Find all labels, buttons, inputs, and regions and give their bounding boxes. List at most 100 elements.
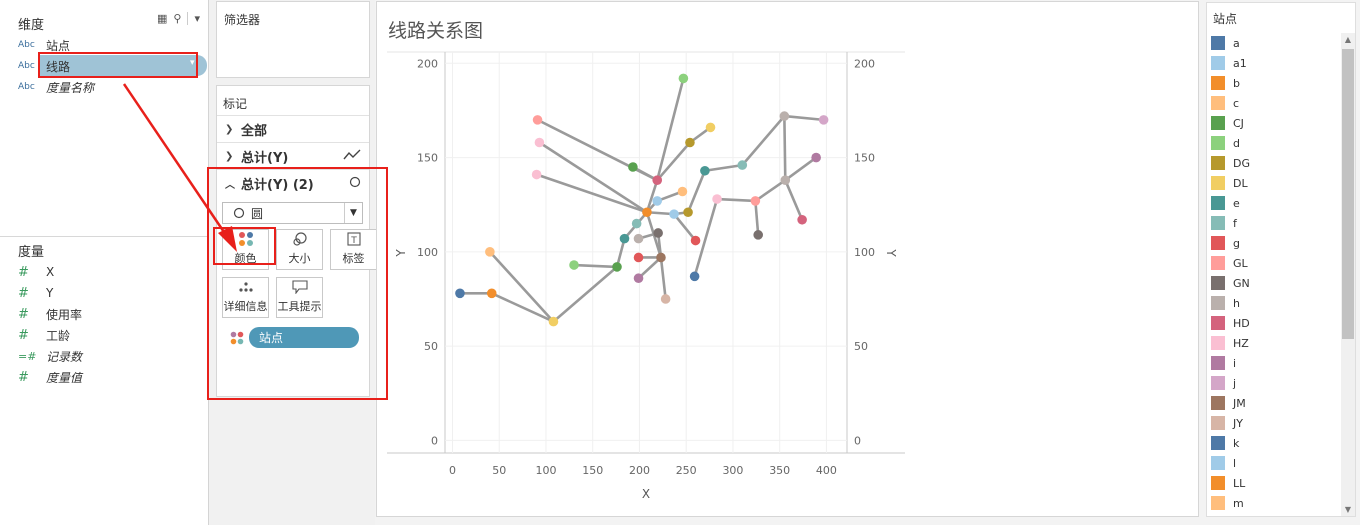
y-tick-label-right: 0 bbox=[854, 434, 861, 447]
measure-field-measure-values[interactable]: # 度量值 bbox=[18, 367, 208, 387]
label-button[interactable]: T 标签 bbox=[330, 229, 377, 270]
dimension-field-line[interactable]: Abc 线路 bbox=[18, 56, 208, 76]
measure-field-y[interactable]: # Y bbox=[18, 283, 208, 303]
legend-swatch bbox=[1211, 476, 1225, 490]
filters-shelf[interactable]: 筛选器 bbox=[216, 1, 370, 78]
legend-label: l bbox=[1233, 456, 1237, 470]
y-tick-label-right: 150 bbox=[854, 152, 875, 165]
legend-item[interactable]: HD bbox=[1211, 313, 1250, 333]
station-point bbox=[685, 137, 695, 148]
legend-item[interactable]: m bbox=[1211, 493, 1250, 513]
legend-swatch bbox=[1211, 496, 1225, 510]
station-point bbox=[712, 194, 722, 204]
field-name: 度量名称 bbox=[46, 80, 95, 95]
shelves-column: 筛选器 标记 ❯ 全部 ❯ 总计(Y) ︿ 总计(Y) (2) bbox=[209, 0, 377, 525]
legend-item[interactable]: f bbox=[1211, 213, 1250, 233]
scatter-line-chart[interactable]: 0 50 100 150 200 250 300 350 400 0 0 50 50 100 100 150 1… bbox=[377, 2, 1200, 516]
legend-item[interactable]: JY bbox=[1211, 413, 1250, 433]
legend-swatch bbox=[1211, 216, 1225, 230]
station-point bbox=[678, 73, 689, 84]
legend-swatch bbox=[1211, 196, 1225, 210]
legend-item[interactable]: DG bbox=[1211, 153, 1250, 173]
legend-item[interactable]: d bbox=[1211, 133, 1250, 153]
route-line bbox=[783, 114, 804, 222]
measure-field-usage[interactable]: # 使用率 bbox=[18, 304, 208, 324]
legend-item[interactable]: k bbox=[1211, 433, 1250, 453]
legend-item[interactable]: a1 bbox=[1211, 53, 1250, 73]
legend-item[interactable]: HZ bbox=[1211, 333, 1250, 353]
route-line bbox=[693, 197, 760, 278]
station-point bbox=[534, 137, 545, 148]
menu-dropdown-icon[interactable]: ▾ bbox=[187, 12, 200, 25]
marks-row-sum-y[interactable]: ❯ 总计(Y) bbox=[217, 142, 369, 169]
legend-label: c bbox=[1233, 96, 1240, 110]
selected-field-highlight bbox=[38, 55, 207, 76]
legend-item[interactable]: a bbox=[1211, 33, 1250, 53]
station-point bbox=[548, 316, 559, 327]
text-label-icon: T bbox=[346, 230, 361, 248]
tile-label: 详细信息 bbox=[223, 300, 268, 313]
legend-swatch bbox=[1211, 276, 1225, 290]
route-line bbox=[535, 173, 684, 214]
measure-field-record-count[interactable]: =# 记录数 bbox=[18, 346, 208, 366]
legend-label: b bbox=[1233, 76, 1240, 90]
list-view-icon[interactable]: ▦ bbox=[157, 12, 168, 25]
route-line bbox=[637, 231, 667, 301]
size-button[interactable]: 大小 bbox=[276, 229, 323, 270]
station-point bbox=[486, 288, 497, 299]
station-point bbox=[628, 162, 638, 172]
scroll-thumb[interactable] bbox=[1342, 49, 1354, 339]
dimension-field-measure-names[interactable]: Abc 度量名称 bbox=[18, 77, 208, 97]
marks-row-sum-y-2[interactable]: ︿ 总计(Y) (2) bbox=[217, 169, 369, 196]
legend-scrollbar[interactable]: ▲ ▼ bbox=[1341, 33, 1355, 516]
station-point bbox=[653, 228, 663, 238]
legend-label: i bbox=[1233, 356, 1237, 370]
y-tick-label-left: 100 bbox=[417, 246, 438, 259]
station-legend: 站点 a a1 b c CJ d DG DL e f g GL GN h HD HZ i j JM JY k l LL m ▲… bbox=[1206, 2, 1356, 517]
measure-field-x[interactable]: # X bbox=[18, 262, 208, 282]
legend-item[interactable]: c bbox=[1211, 93, 1250, 113]
tile-label: 大小 bbox=[288, 252, 311, 265]
legend-swatch bbox=[1211, 96, 1225, 110]
detail-dots-icon bbox=[238, 278, 254, 296]
legend-item[interactable]: b bbox=[1211, 73, 1250, 93]
field-dropdown-icon[interactable]: ▾ bbox=[190, 58, 195, 68]
dimension-field-station[interactable]: Abc 站点 bbox=[18, 35, 208, 55]
station-point bbox=[455, 288, 465, 299]
search-icon[interactable]: ⚲ bbox=[173, 12, 182, 25]
legend-item[interactable]: e bbox=[1211, 193, 1250, 213]
scroll-down-arrow-icon[interactable]: ▼ bbox=[1344, 505, 1352, 514]
annotation-highlight-line-field bbox=[38, 52, 198, 78]
tooltip-button[interactable]: 工具提示 bbox=[276, 277, 323, 318]
circle-mark-icon bbox=[349, 176, 361, 188]
legend-item[interactable]: l bbox=[1211, 453, 1250, 473]
legend-item[interactable]: GN bbox=[1211, 273, 1250, 293]
detail-button[interactable]: 详细信息 bbox=[222, 277, 269, 318]
legend-item[interactable]: LL bbox=[1211, 473, 1250, 493]
marks-row-all[interactable]: ❯ 全部 bbox=[217, 115, 369, 142]
legend-item[interactable]: h bbox=[1211, 293, 1250, 313]
legend-swatch bbox=[1211, 36, 1225, 50]
y-tick-label-right: 200 bbox=[854, 57, 875, 70]
field-name: 线路 bbox=[46, 59, 71, 74]
station-point bbox=[642, 207, 652, 218]
legend-swatch bbox=[1211, 296, 1225, 310]
legend-item[interactable]: g bbox=[1211, 233, 1250, 253]
legend-item[interactable]: JM bbox=[1211, 393, 1250, 413]
y-tick-label-left: 0 bbox=[431, 434, 438, 447]
legend-item[interactable]: DL bbox=[1211, 173, 1250, 193]
legend-label: a1 bbox=[1233, 56, 1247, 70]
station-point bbox=[633, 273, 644, 284]
legend-item[interactable]: GL bbox=[1211, 253, 1250, 273]
marks-row-label: 总计(Y) bbox=[241, 150, 289, 166]
legend-item[interactable]: j bbox=[1211, 373, 1250, 393]
legend-item[interactable]: i bbox=[1211, 353, 1250, 373]
scroll-up-arrow-icon[interactable]: ▲ bbox=[1344, 35, 1352, 44]
station-point bbox=[619, 233, 630, 244]
dropdown-arrow-icon: ▼ bbox=[344, 203, 362, 223]
mark-type-select[interactable]: 圆 ▼ bbox=[222, 202, 363, 224]
legend-label: k bbox=[1233, 436, 1240, 450]
station-color-pill[interactable]: 站点 bbox=[249, 327, 359, 348]
legend-item[interactable]: CJ bbox=[1211, 113, 1250, 133]
measure-field-seniority[interactable]: # 工龄 bbox=[18, 325, 208, 345]
